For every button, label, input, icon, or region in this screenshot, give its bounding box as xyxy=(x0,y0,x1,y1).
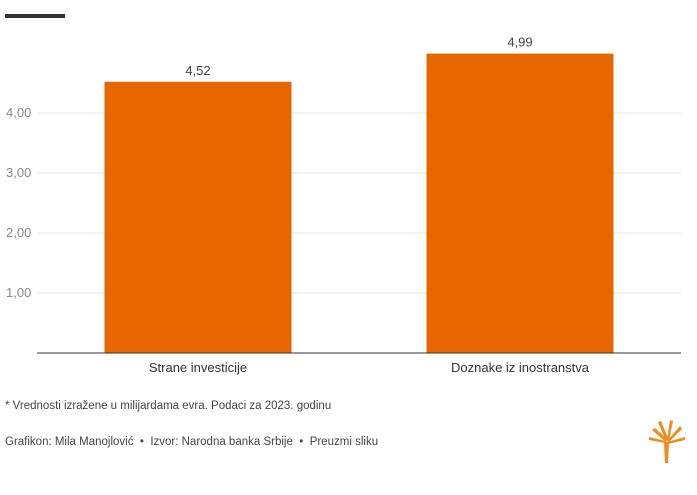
top-accent-rule xyxy=(5,14,65,18)
data-label: 4,99 xyxy=(507,35,532,50)
y-tick-label: 1,00 xyxy=(6,285,31,300)
credit-author: Grafikon: Mila Manojlović xyxy=(5,436,134,448)
rfe-rl-torch-icon xyxy=(649,420,685,463)
y-tick-label: 3,00 xyxy=(6,165,31,180)
y-tick-label: 2,00 xyxy=(6,225,31,240)
data-label: 4,52 xyxy=(185,63,210,78)
y-axis-ticks: 1,00 2,00 3,00 4,00 xyxy=(6,105,31,300)
bar xyxy=(426,53,614,353)
credits-line: Grafikon: Mila Manojlović • Izvor: Narod… xyxy=(5,436,378,448)
x-category-label: Strane investicije xyxy=(149,360,247,375)
download-image-link[interactable]: Preuzmi sliku xyxy=(309,436,379,448)
credit-source: Izvor: Narodna banka Srbije xyxy=(150,436,293,448)
x-category-label: Doznake iz inostranstva xyxy=(451,360,590,375)
data-labels: 4,52 4,99 xyxy=(185,35,532,78)
bar-chart: 1,00 2,00 3,00 4,00 4,52 4,99 Strane investi… xyxy=(6,35,681,375)
x-axis-categories: Strane investicije Doznake iz inostranstv… xyxy=(149,360,590,375)
y-tick-label: 4,00 xyxy=(6,105,31,120)
bar xyxy=(104,81,292,354)
credit-separator: • xyxy=(299,436,304,448)
footnote: * Vrednosti izražene u milijardama evra.… xyxy=(5,400,332,412)
bars xyxy=(104,53,614,354)
credit-separator: • xyxy=(139,436,144,448)
